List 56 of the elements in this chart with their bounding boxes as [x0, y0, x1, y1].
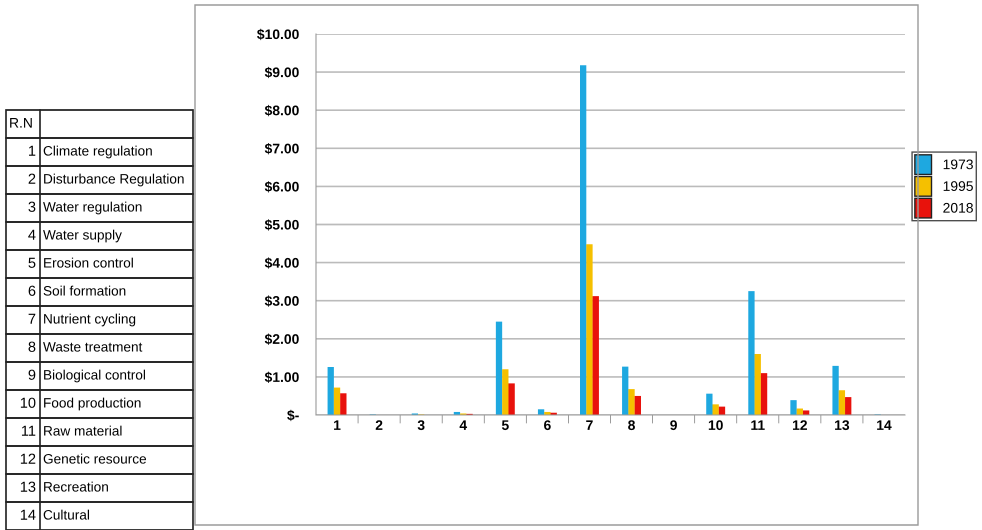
x-tick-label: 1 [334, 420, 341, 430]
category-label: 12 [20, 454, 36, 464]
y-tick-label: $5.00 [264, 219, 299, 231]
text: Food production [44, 398, 140, 410]
category-label: 6 [28, 286, 36, 296]
x-tick-label: 11 [751, 420, 765, 430]
x-tick-label: 9 [670, 420, 677, 430]
x-tick-label: 13 [835, 420, 850, 430]
text: Biological control [44, 370, 145, 382]
x-tick-label: 12 [792, 420, 807, 430]
text: R.N [10, 118, 32, 128]
text: Nutrient cycling [44, 314, 136, 326]
y-tick-label: $- [287, 410, 299, 422]
text: Genetic resource [44, 454, 146, 464]
y-tick-label: $2.00 [264, 334, 299, 345]
x-tick-label: 3 [418, 420, 425, 430]
x-tick-label: 14 [877, 420, 892, 430]
x-tick-label: 7 [586, 420, 593, 430]
text: Raw material [44, 426, 122, 436]
category-label: 5 [28, 258, 36, 268]
text: Climate regulation [44, 146, 152, 158]
category-label: 4 [28, 230, 36, 240]
category-label: 13 [20, 482, 36, 492]
legend-label: 1995 [944, 181, 973, 192]
y-tick-label: $1.00 [264, 372, 299, 383]
x-tick-label: 8 [628, 420, 635, 430]
category-label: 1 [29, 146, 36, 156]
y-tick-label: $4.00 [264, 257, 299, 269]
text: Erosion control [44, 258, 133, 268]
category-label: 3 [28, 202, 36, 212]
y-tick-label: $7.00 [264, 143, 299, 154]
category-label: 7 [28, 314, 36, 324]
x-tick-label: 10 [708, 420, 723, 430]
text: Water regulation [43, 202, 142, 214]
text: Soil formation [44, 286, 126, 296]
y-tick-label: $8.00 [264, 104, 299, 116]
y-tick-label: $6.00 [264, 181, 299, 192]
category-label: 2 [28, 174, 36, 184]
category-label: 9 [28, 370, 36, 380]
text: Recreation [44, 482, 108, 492]
text: Waste treatment [43, 342, 142, 352]
legend-label: 2018 [943, 202, 973, 213]
text: Water supply [43, 230, 122, 242]
x-tick-label: 5 [502, 420, 509, 430]
y-tick-label: $9.00 [264, 66, 299, 78]
category-label: 10 [20, 398, 36, 408]
y-tick-label: $10.00 [257, 28, 299, 40]
text: Cultural [44, 510, 89, 520]
category-label: 8 [28, 342, 36, 352]
category-label: 14 [20, 510, 36, 520]
text: Disturbance Regulation [44, 174, 184, 186]
x-tick-label: 2 [376, 420, 382, 430]
y-tick-label: $3.00 [264, 295, 299, 307]
x-tick-label: 4 [460, 420, 468, 430]
legend-label: 1973 [944, 159, 973, 170]
x-tick-label: 6 [544, 420, 551, 430]
